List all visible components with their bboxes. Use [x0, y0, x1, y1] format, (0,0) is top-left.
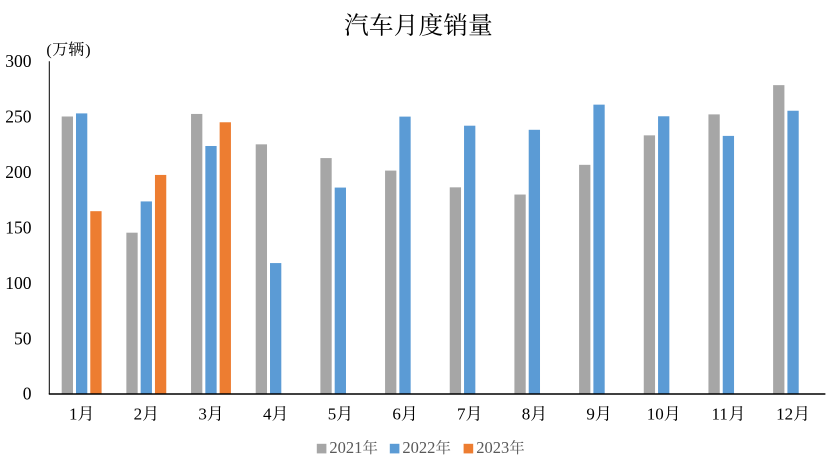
svg-text:300: 300 — [5, 51, 32, 71]
svg-text:2022: 2022 — [402, 438, 435, 457]
svg-text:150: 150 — [5, 217, 32, 237]
svg-text:250: 250 — [5, 107, 32, 127]
svg-text:0: 0 — [23, 384, 32, 404]
svg-text:11: 11 — [711, 405, 727, 424]
svg-text:2: 2 — [134, 405, 143, 424]
svg-text:6: 6 — [392, 405, 401, 424]
svg-text:2023: 2023 — [476, 438, 509, 457]
svg-text:1: 1 — [69, 405, 78, 424]
svg-text:5: 5 — [328, 405, 337, 424]
svg-text:200: 200 — [5, 162, 32, 182]
svg-text:100: 100 — [5, 273, 32, 293]
svg-text:3: 3 — [198, 405, 207, 424]
svg-text:12: 12 — [776, 405, 793, 424]
svg-text:4: 4 — [263, 405, 272, 424]
svg-text:2021: 2021 — [329, 438, 362, 457]
svg-text:): ) — [85, 42, 90, 59]
svg-text:8: 8 — [522, 405, 531, 424]
svg-text:(: ( — [46, 42, 51, 59]
svg-text:50: 50 — [14, 328, 32, 348]
svg-text:7: 7 — [457, 405, 466, 424]
svg-text:9: 9 — [586, 405, 595, 424]
svg-text:10: 10 — [647, 405, 664, 424]
